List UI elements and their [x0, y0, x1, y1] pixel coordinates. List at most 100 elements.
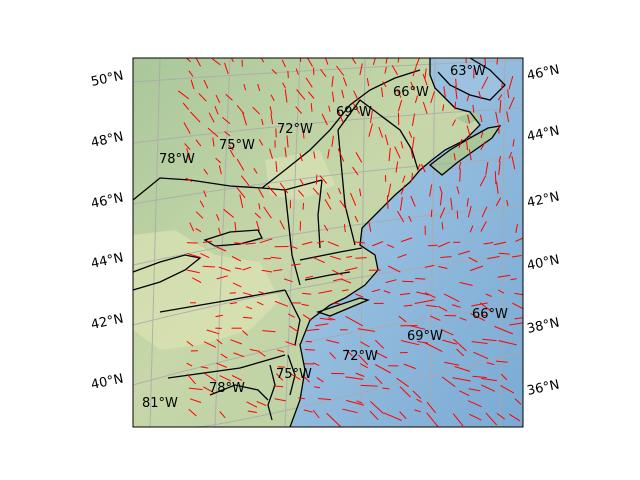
wind-vector	[319, 317, 333, 321]
wind-vector	[229, 302, 238, 305]
wind-vector	[383, 412, 402, 421]
wind-vector	[459, 390, 470, 397]
wind-vector	[508, 151, 513, 159]
wind-vector	[200, 252, 210, 259]
wind-vector	[256, 400, 267, 407]
wind-vector	[313, 151, 316, 159]
wind-vector	[509, 413, 521, 422]
wind-vector	[186, 373, 196, 385]
wind-vector	[354, 241, 365, 244]
wind-vector	[218, 165, 222, 175]
lake-erie	[132, 254, 202, 291]
wind-vector	[453, 338, 467, 352]
wind-vector	[306, 58, 314, 67]
wind-vector	[342, 408, 358, 414]
wind-vector	[468, 388, 481, 392]
wind-vector	[295, 106, 302, 114]
wind-vector	[494, 325, 514, 335]
wind-vector	[229, 149, 235, 158]
wind-vector	[230, 58, 234, 63]
wind-vector	[458, 250, 471, 255]
wind-vector	[305, 340, 312, 343]
wind-vector	[467, 114, 470, 124]
wind-vector	[385, 58, 388, 64]
wind-vector	[200, 366, 209, 369]
wind-vector	[312, 256, 326, 264]
wind-vector	[233, 352, 245, 358]
lon-label: 75°W	[276, 367, 312, 382]
wind-vector	[223, 208, 235, 218]
wind-vector	[234, 221, 237, 232]
wind-vector	[328, 105, 331, 112]
wind-vector	[225, 93, 233, 101]
wind-vector	[355, 293, 364, 298]
wind-vector	[269, 106, 273, 114]
wind-vector	[258, 291, 265, 295]
wind-vector	[329, 352, 336, 360]
wind-vector	[195, 139, 202, 147]
wind-vector	[408, 131, 413, 138]
wind-vector	[479, 175, 487, 187]
wind-vector	[202, 265, 215, 268]
wind-vector	[219, 375, 232, 382]
wind-vector	[267, 185, 277, 197]
wind-vector	[395, 161, 399, 173]
wind-vector	[242, 112, 247, 126]
wind-vector	[343, 224, 346, 233]
wind-vector	[219, 411, 226, 419]
wind-vector	[302, 129, 305, 139]
wind-vector	[439, 186, 443, 194]
wind-vector	[416, 291, 429, 296]
wind-vector	[305, 77, 313, 88]
wind-vector	[320, 69, 327, 77]
wind-vector	[427, 244, 438, 247]
lat-label-left: 42°N	[90, 311, 125, 332]
wind-vector	[262, 330, 276, 333]
wind-vector	[302, 314, 312, 321]
wind-vector	[295, 68, 299, 75]
wind-vector	[314, 386, 321, 389]
wind-vector	[360, 384, 378, 387]
wind-vector	[352, 166, 359, 176]
wind-vector	[256, 301, 264, 306]
lat-label-right: 44°N	[526, 123, 561, 144]
wind-vector	[298, 397, 305, 400]
wind-vector	[438, 241, 450, 248]
wind-vector	[276, 373, 284, 381]
wind-vector	[242, 316, 253, 319]
right-latitude-labels: 46°N 44°N 42°N 40°N 38°N 36°N	[526, 62, 561, 398]
wind-vector	[327, 149, 330, 159]
wind-vector	[479, 302, 494, 313]
wind-vector	[349, 192, 357, 206]
wind-vector	[270, 113, 274, 125]
wind-vector	[481, 76, 489, 90]
lat-label-right: 36°N	[526, 377, 561, 398]
wind-vector	[374, 351, 388, 359]
wind-vector	[455, 78, 457, 87]
wind-vector	[312, 187, 320, 196]
wind-vector	[336, 65, 345, 76]
wind-vector	[441, 222, 444, 230]
wind-vector	[443, 293, 460, 303]
wind-vector	[324, 58, 329, 65]
wind-vector	[189, 222, 195, 232]
wind-vector	[307, 91, 315, 99]
wind-vector	[383, 290, 391, 294]
wind-vector	[493, 241, 507, 246]
wind-vector	[500, 373, 508, 381]
wind-vector	[468, 413, 482, 421]
wind-vector	[515, 237, 523, 242]
wind-vector	[360, 363, 369, 369]
state-border-pa-md	[167, 354, 286, 379]
wind-vector	[258, 188, 264, 198]
wind-vector	[512, 139, 515, 147]
wind-vector	[374, 375, 383, 385]
wind-vector	[384, 66, 387, 74]
wind-vector	[321, 113, 328, 126]
wind-vector	[289, 325, 299, 333]
wind-vector	[275, 161, 278, 172]
wind-vector	[374, 339, 385, 349]
wind-vector	[420, 163, 426, 173]
wind-vector	[440, 328, 454, 336]
wind-vector	[284, 147, 287, 158]
